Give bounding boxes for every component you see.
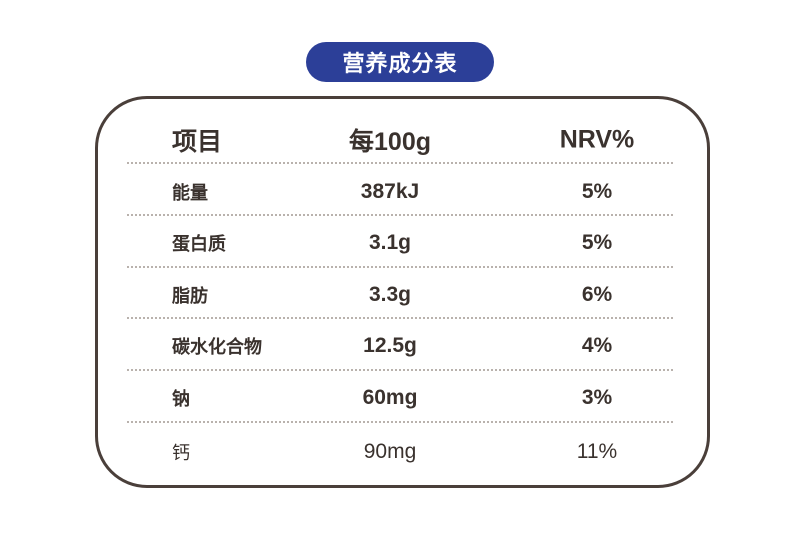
- table-cell: 6%: [581, 283, 613, 306]
- table-cell: 每100g: [349, 128, 431, 156]
- divider: [127, 317, 673, 320]
- table-cell: 项目: [172, 128, 223, 156]
- table-cell: 387kJ: [360, 180, 420, 203]
- divider: [127, 421, 673, 423]
- title-badge: 营养成分表: [306, 42, 494, 82]
- table-cell: NRV%: [559, 125, 635, 154]
- divider: [127, 213, 673, 216]
- table-cell: 脂肪: [172, 286, 208, 306]
- table-cell: 5%: [581, 180, 613, 203]
- table-cell: 60mg: [362, 386, 418, 409]
- table-cell: 4%: [581, 334, 613, 357]
- table-cell: 11%: [576, 440, 618, 463]
- table-cell: 3.3g: [368, 283, 412, 306]
- table-cell: 3.1g: [368, 231, 412, 254]
- table-cell: 蛋白质: [172, 234, 226, 254]
- table-cell: 钠: [172, 389, 190, 409]
- table-cell: 90mg: [363, 440, 417, 463]
- table-cell: 3%: [581, 386, 613, 409]
- divider: [127, 369, 673, 372]
- table-frame: [95, 96, 710, 488]
- table-cell: 钙: [172, 443, 190, 463]
- table-cell: 5%: [581, 231, 613, 254]
- divider: [127, 265, 673, 268]
- table-cell: 12.5g: [363, 334, 417, 357]
- table-cell: 能量: [172, 183, 208, 203]
- divider: [127, 162, 673, 164]
- table-cell: 碳水化合物: [172, 337, 262, 357]
